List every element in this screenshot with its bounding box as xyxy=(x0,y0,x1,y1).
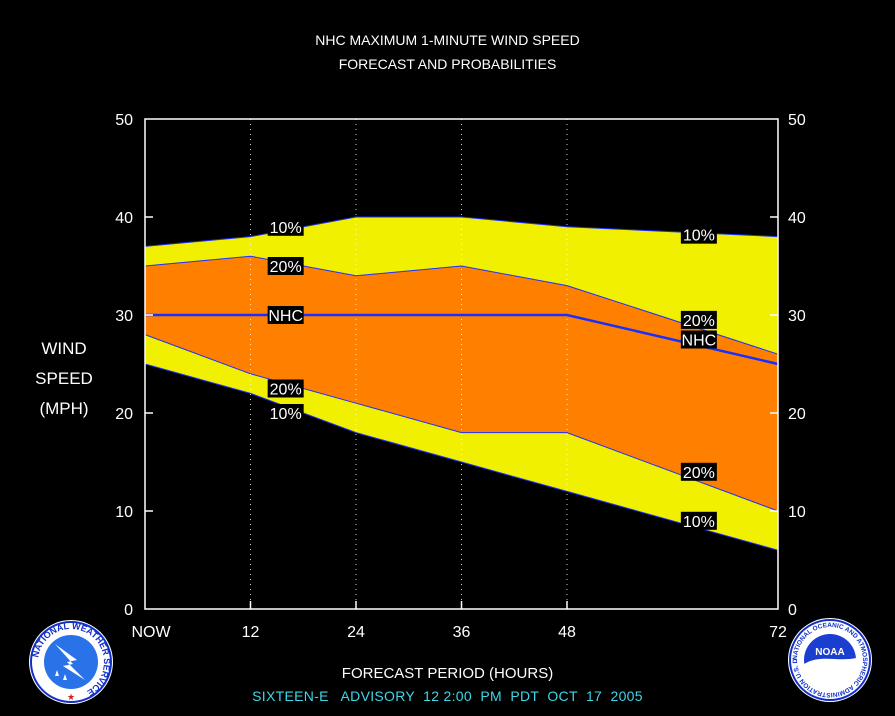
noaa-logo-center-text: NOAA xyxy=(815,647,844,658)
y-tick-label-left-10: 10 xyxy=(115,504,133,521)
y-tick-label-right-0: 0 xyxy=(788,602,797,619)
y-axis-label-line-3: (MPH) xyxy=(39,399,89,418)
annotation-label-0: 10% xyxy=(270,220,302,237)
annotation-box-3 xyxy=(267,379,304,398)
y-axis-label-line-2: SPEED xyxy=(35,369,93,388)
chart-title-line-2: FORECAST AND PROBABILITIES xyxy=(338,56,557,72)
nws-logo: NATIONAL WEATHER SERVICE ★ xyxy=(29,620,113,704)
star-icon: ★ xyxy=(67,693,75,703)
annotation-label-6: 20% xyxy=(683,313,715,330)
bird-wave-icon xyxy=(804,658,856,692)
y-tick-label-right-50: 50 xyxy=(788,112,806,129)
x-tick-label-48: 48 xyxy=(558,624,576,641)
x-axis-label: FORECAST PERIOD (HOURS) xyxy=(341,665,554,682)
y-tick-label-left-0: 0 xyxy=(124,602,133,619)
x-tick-label-12: 12 xyxy=(242,624,260,641)
nws-logo-border xyxy=(30,621,112,703)
line-upper-10-percent xyxy=(144,216,779,247)
annotation-box-7 xyxy=(680,330,717,349)
y-tick-label-right-40: 40 xyxy=(788,210,806,227)
annotation-label-2: NHC xyxy=(268,308,303,325)
y-tick-label-right-20: 20 xyxy=(788,406,806,423)
noaa-logo: NOAA NATIONAL OCEANIC AND ATMOSPHERIC AD… xyxy=(788,618,872,702)
y-tick-label-left-20: 20 xyxy=(115,406,133,423)
annotation-label-5: 10% xyxy=(683,228,715,245)
line-upper-20-percent xyxy=(144,255,779,355)
annotation-label-1: 20% xyxy=(270,259,302,276)
annotation-label-4: 10% xyxy=(270,406,302,423)
annotation-label-7: NHC xyxy=(682,333,717,350)
x-tick-label-0: NOW xyxy=(131,624,171,641)
x-tick-label-24: 24 xyxy=(347,624,365,641)
rain-icon xyxy=(55,670,67,680)
y-tick-label-right-30: 30 xyxy=(788,308,806,325)
x-tick-label-72: 72 xyxy=(769,624,787,641)
y-tick-label-left-50: 50 xyxy=(115,112,133,129)
annotation-label-8: 20% xyxy=(683,465,715,482)
annotation-box-2 xyxy=(267,306,304,324)
annotation-label-3: 20% xyxy=(270,382,302,399)
y-axis-label-line-1: WIND xyxy=(41,339,87,358)
noaa-logo-border xyxy=(789,619,871,701)
x-tick-label-36: 36 xyxy=(453,624,471,641)
annotation-box-6 xyxy=(680,310,717,329)
y-tick-label-left-30: 30 xyxy=(115,308,133,325)
annotation-box-5 xyxy=(680,225,717,244)
annotation-box-4 xyxy=(267,404,304,422)
advisory-line: SIXTEEN-E ADVISORY 12 2:00 PM PDT OCT 17… xyxy=(252,688,643,704)
y-tick-label-right-10: 10 xyxy=(788,504,806,521)
annotation-box-8 xyxy=(680,462,717,481)
lightning-icon xyxy=(55,644,85,680)
y-tick-label-left-40: 40 xyxy=(115,210,133,227)
annotation-label-9: 10% xyxy=(683,514,715,531)
annotation-box-9 xyxy=(680,511,717,530)
nhc-forecast-line xyxy=(145,313,779,366)
line-lower-10-percent xyxy=(144,363,779,551)
line-lower-20-percent xyxy=(144,334,779,512)
plot-area: 0 0 10 10 20 20 30 30 40 40 50 50 NOW 12 24 36 48 72 10% 20… xyxy=(115,112,806,641)
chart-title-line-1: NHC MAXIMUM 1-MINUTE WIND SPEED xyxy=(315,32,580,48)
annotation-box-0 xyxy=(267,217,304,236)
annotation-box-1 xyxy=(267,257,304,275)
